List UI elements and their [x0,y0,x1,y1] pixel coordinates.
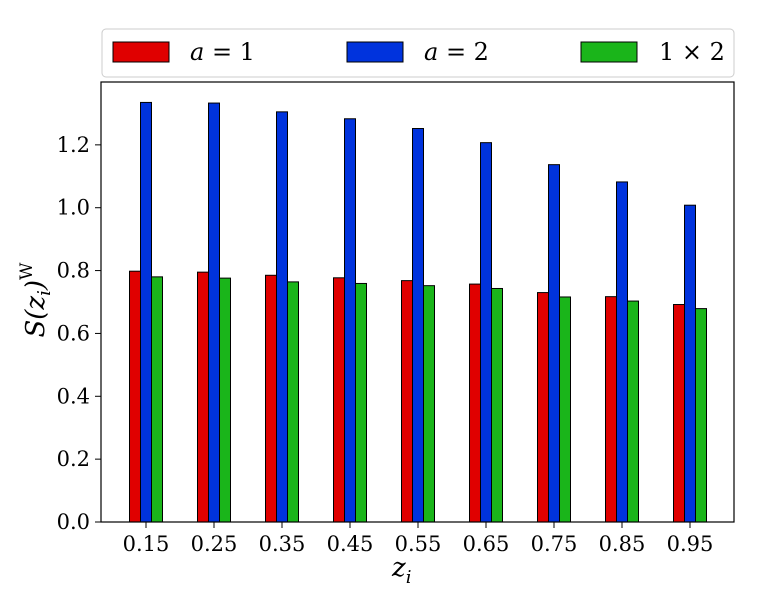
plot-frame [100,81,735,523]
y-axis-label-post: ) [21,280,51,291]
y-tick-label-0.8: 0.8 [57,259,90,283]
y-tick-label-0.6: 0.6 [57,321,90,345]
bar-a2-0.65 [480,142,492,523]
legend-label-a2: a = 2 [424,38,489,66]
legend-label-1x2-rest: 1 × 2 [659,38,725,66]
legend-label-a1-var: a [190,38,204,66]
bar-a2-0.45 [344,118,356,523]
x-tick-label-0.95: 0.95 [667,532,714,556]
y-tick-label-1.0: 1.0 [57,196,90,220]
legend-entry-a1: a = 1 [112,38,255,66]
legend-entry-1x2: 1 × 2 [580,38,725,66]
x-tick-label-0.85: 0.85 [599,532,646,556]
y-axis-label-sup: W [17,262,37,280]
bar-a2-0.95 [684,204,696,523]
legend-swatch-a2 [346,41,404,63]
x-axis-label: zi [391,553,411,588]
bar-a1-0.95 [673,304,685,523]
x-axis-label-sub: i [406,567,412,588]
bar-1x2-0.85 [627,300,639,523]
bar-a2-0.25 [208,102,220,523]
bar-a1-0.35 [265,274,277,523]
legend-label-a1-rest: = 1 [204,38,255,66]
bar-1x2-0.65 [491,287,503,523]
legend-entry-a2: a = 2 [346,38,489,66]
y-axis-label-sub: i [34,290,55,296]
bar-1x2-0.15 [151,276,163,523]
bar-a2-0.55 [412,128,424,523]
y-tick-label-0.0: 0.0 [57,510,90,534]
bar-a2-0.75 [548,164,560,523]
bar-a1-0.65 [469,283,481,523]
legend-label-1x2: 1 × 2 [659,38,725,66]
x-tick-label-0.25: 0.25 [191,532,238,556]
bars-group [129,101,707,523]
bar-a1-0.45 [333,277,345,523]
x-tick-label-0.15: 0.15 [123,532,170,556]
bar-1x2-0.25 [219,277,231,523]
bar-a1-0.85 [605,296,617,523]
legend-swatch-1x2 [580,41,638,63]
y-axis-label-pre: S(z [21,296,51,338]
y-tick-label-0.2: 0.2 [57,447,90,471]
legend-label-a1: a = 1 [190,38,255,66]
bar-1x2-0.75 [559,296,571,523]
bar-a1-0.25 [197,271,209,523]
y-tick-label-0.4: 0.4 [57,384,90,408]
bar-a2-0.85 [616,181,628,523]
legend: a = 1 a = 2 1 × 2 [101,28,735,78]
bar-1x2-0.35 [287,281,299,523]
legend-label-a2-var: a [424,38,438,66]
x-tick-label-0.35: 0.35 [259,532,306,556]
legend-swatch-a1 [112,41,170,63]
y-tick-label-1.2: 1.2 [57,133,90,157]
x-tick-label-0.65: 0.65 [463,532,510,556]
y-axis-label: S(zi)W [17,262,55,338]
bar-a2-0.35 [276,111,288,523]
y-ticks-group: 0.0 0.2 0.4 0.6 0.8 1.0 1.2 [57,133,101,534]
bar-a1-0.75 [537,292,549,523]
legend-label-a2-rest: = 2 [438,38,489,66]
bar-a1-0.15 [129,270,141,523]
x-ticks-group: 0.15 0.25 0.35 0.45 0.55 0.65 0.75 0.85 0.95 [123,522,714,556]
bar-1x2-0.45 [355,282,367,523]
legend-frame [101,28,735,78]
x-axis-label-base: z [391,553,406,583]
bar-a2-0.15 [140,101,152,523]
bar-1x2-0.55 [423,285,435,523]
x-tick-label-0.45: 0.45 [327,532,374,556]
bar-a1-0.55 [401,280,413,523]
x-tick-label-0.55: 0.55 [395,532,442,556]
x-tick-label-0.75: 0.75 [531,532,578,556]
bar-1x2-0.95 [695,308,707,523]
